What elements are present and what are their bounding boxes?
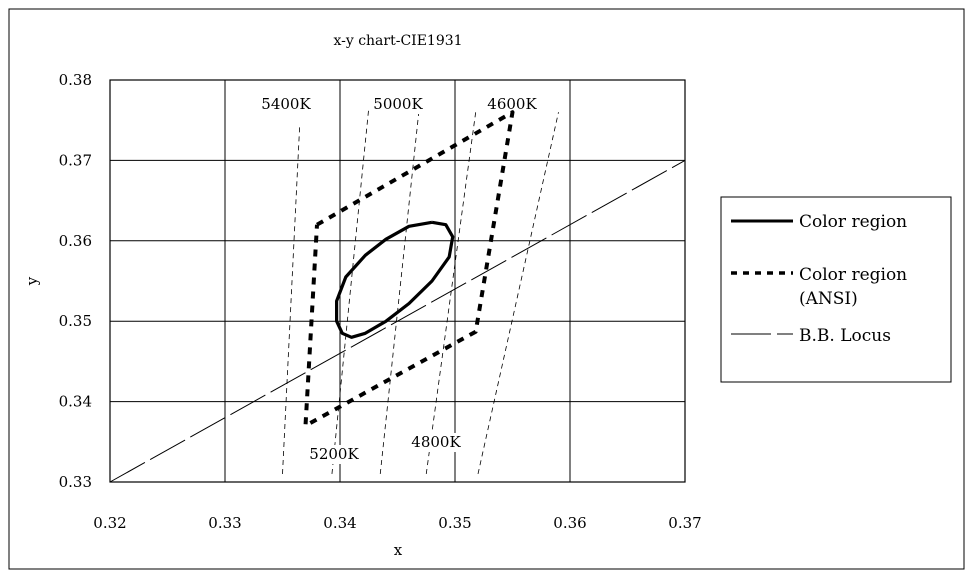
legend-label-color-region-ansi-line2: (ANSI): [799, 289, 858, 309]
isotherm-line-4600k: [477, 112, 559, 475]
series-color-region: [335, 220, 455, 339]
data-series: [109, 110, 686, 483]
y-tick-label: 0.38: [59, 71, 92, 89]
isotherm-label-bg: [307, 445, 361, 464]
isotherm-line-5000k: [379, 96, 421, 475]
isotherm-lines: 5400K 5200K 5000K 4800K 4600K: [259, 95, 559, 475]
isotherm-line-5400k: [282, 124, 301, 474]
y-tick-label: 0.33: [59, 473, 92, 491]
legend-label-color-region: Color region: [799, 212, 907, 232]
y-axis-label: y: [23, 276, 41, 286]
isotherm-label-bg: [409, 433, 463, 452]
x-tick-label: 0.35: [438, 514, 471, 532]
isotherm-label-4600k: 4600K: [487, 95, 537, 113]
isotherm-label-5400k: 5400K: [261, 95, 311, 113]
y-tick-label: 0.34: [59, 393, 92, 411]
x-tick-label: 0.36: [553, 514, 586, 532]
x-tick-label: 0.33: [208, 514, 241, 532]
x-tick-label: 0.37: [668, 514, 701, 532]
legend-label-color-region-ansi-line1: Color region: [799, 265, 907, 285]
series-b-b-locus: [109, 159, 686, 483]
y-tick-label: 0.36: [59, 232, 92, 250]
legend: Color region Color region (ANSI) B.B. Lo…: [720, 196, 952, 383]
chart-title: x-y chart-CIE1931: [333, 33, 462, 49]
isotherm-label-bg: [259, 95, 313, 114]
isotherm-label-4800k: 4800K: [411, 433, 461, 451]
x-axis-label: x: [394, 541, 403, 559]
isotherm-line-4800k: [425, 112, 477, 475]
y-tick-label: 0.37: [59, 151, 92, 169]
legend-box: [720, 196, 952, 383]
x-tick-label: 0.34: [323, 514, 356, 532]
isotherm-line-5200k: [331, 108, 370, 475]
series-color-region-ansi: [303, 110, 515, 428]
x-tick-label: 0.32: [93, 514, 126, 532]
y-tick-label: 0.35: [59, 312, 92, 330]
isotherm-label-bg: [371, 95, 425, 114]
legend-label-bb-locus: B.B. Locus: [799, 326, 891, 346]
tick-labels: 0.32 0.33 0.34 0.35 0.36 0.37 0.33 0.34 0.35 0.36…: [59, 71, 702, 532]
isotherm-label-5200k: 5200K: [309, 445, 359, 463]
plot-area-border: [109, 79, 686, 483]
isotherm-label-5000k: 5000K: [373, 95, 423, 113]
isotherm-label-bg: [485, 95, 539, 114]
